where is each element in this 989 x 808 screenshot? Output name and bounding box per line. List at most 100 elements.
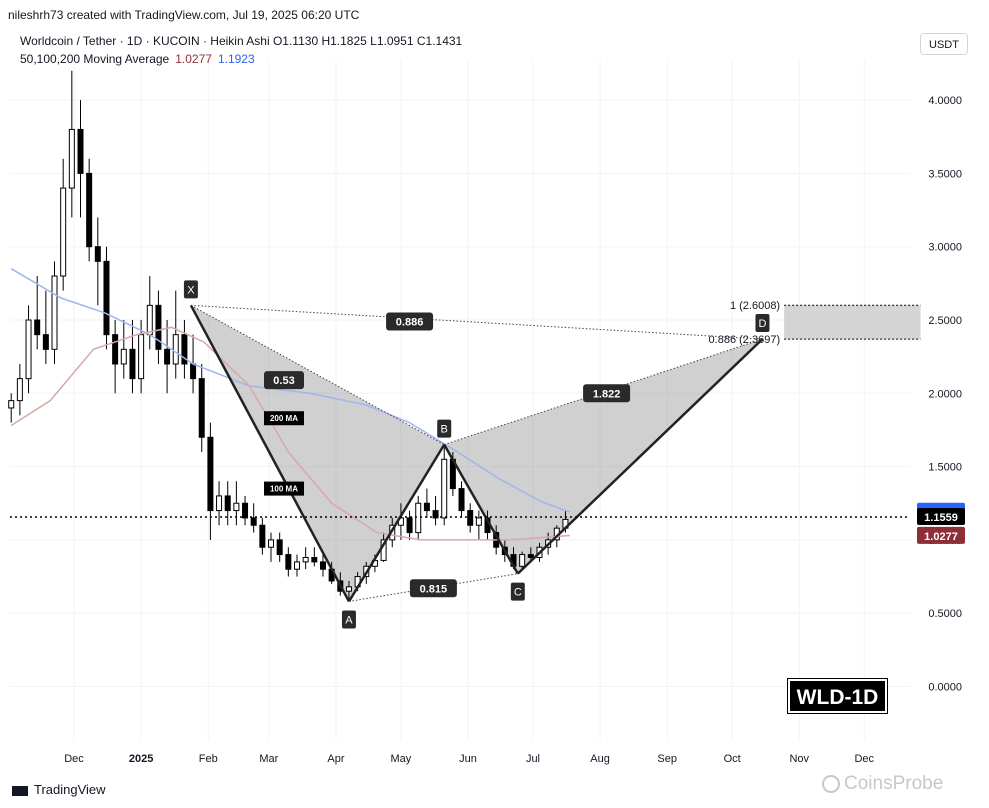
candle-body	[345, 586, 352, 592]
candle-body	[198, 378, 205, 438]
candle-body	[519, 554, 526, 567]
y-tick-label: 0.5000	[928, 608, 962, 620]
candle-body	[293, 561, 300, 570]
x-tick-label: Apr	[327, 753, 344, 765]
candle-body	[120, 348, 127, 365]
candle-body	[406, 517, 413, 534]
candle-body	[207, 436, 214, 512]
candle-body	[216, 495, 223, 512]
candle-body	[155, 304, 162, 350]
candle-body	[475, 517, 482, 526]
candle-body	[25, 319, 32, 380]
point-label-X: X	[187, 284, 195, 296]
author-line: nileshrh73 created with TradingView.com,…	[8, 8, 360, 22]
x-tick-label: Nov	[789, 753, 809, 765]
ma50-value: 1.0277	[175, 52, 212, 66]
ma-legend[interactable]: 50,100,200 Moving Average 1.0277 1.1923	[20, 52, 255, 66]
coinsprobe-logo-icon	[822, 774, 840, 793]
tradingview-logo[interactable]: TradingView	[12, 782, 106, 797]
candle-body	[112, 334, 119, 365]
point-label-bg	[755, 314, 770, 333]
candle-body	[259, 524, 266, 548]
point-label-bg	[341, 610, 356, 629]
candle-body	[86, 172, 93, 248]
x-tick-label: Dec	[854, 753, 874, 765]
harmonic-pattern-fill	[190, 304, 921, 602]
y-tick-label: 2.0000	[928, 388, 962, 400]
point-label-bg	[437, 419, 452, 438]
fib-zone	[784, 305, 921, 340]
point-label-A: A	[345, 614, 353, 626]
x-tick-label: Sep	[657, 753, 677, 765]
harmonic-pattern: 1 (2.6008) 0.886 (2.3697) X A B C D 0.53 0.886 0.…	[183, 280, 781, 629]
currency-button[interactable]: USDT	[920, 33, 968, 55]
candle-body	[8, 400, 15, 409]
ma-label-bg	[264, 411, 305, 426]
chart-grid	[10, 60, 910, 740]
x-tick-label: Jun	[459, 753, 477, 765]
candle-body	[146, 304, 153, 336]
pattern-dotted-line	[348, 573, 518, 602]
candle-body	[129, 348, 136, 380]
x-tick-label: Oct	[724, 753, 741, 765]
bcd-triangle	[444, 339, 763, 574]
candle-body	[34, 319, 41, 336]
x-tick-label: 2025	[129, 753, 153, 765]
x-tick-label: Mar	[259, 753, 278, 765]
y-tick-label: 1.5000	[928, 462, 962, 474]
ma-label: 200 MA	[270, 414, 298, 423]
candle-body	[68, 128, 75, 189]
candle-body	[250, 517, 257, 526]
ratio-label: 0.886	[396, 316, 424, 328]
ratio-label-bg	[409, 579, 457, 598]
candle-body	[138, 334, 145, 380]
pattern-dotted-line	[190, 304, 445, 446]
candle-body	[103, 260, 110, 336]
watermark-text: CoinsProbe	[844, 773, 944, 794]
candle-body	[423, 502, 430, 512]
fib-bottom-label: 0.886 (2.3697)	[709, 334, 781, 346]
candle-body	[164, 348, 171, 365]
candle-body	[224, 495, 231, 512]
candle-body	[415, 502, 422, 534]
y-tick-label: 2.5000	[928, 315, 962, 327]
ratio-label-bg	[386, 312, 434, 331]
candle-body	[42, 334, 49, 350]
y-tick-label: 0.0000	[928, 682, 962, 694]
candle-body	[302, 556, 309, 563]
point-label-bg	[183, 280, 198, 299]
current-price-tag-label: 1.1559	[924, 512, 958, 524]
x-tick-label: May	[391, 753, 412, 765]
candle-body	[94, 246, 101, 262]
x-tick-label: Feb	[199, 753, 218, 765]
ma100-line	[10, 268, 571, 513]
ma-label-bg	[264, 481, 305, 496]
pattern-leg	[189, 304, 351, 603]
pattern-leg	[443, 443, 519, 575]
x-tick-label: Aug	[590, 753, 610, 765]
ratio-label: 0.53	[273, 375, 294, 387]
y-tick-label: 3.5000	[928, 168, 962, 180]
chart-axes: 0.00000.50001.00001.50002.00002.50003.00…	[10, 95, 965, 765]
candle-body	[311, 556, 318, 563]
candle-body	[467, 510, 474, 526]
candle-body	[60, 187, 67, 277]
point-label-D: D	[758, 318, 766, 330]
pattern-leg	[516, 338, 764, 575]
candle-body	[276, 539, 283, 556]
y-tick-label: 4.0000	[928, 95, 962, 107]
ratio-label-bg	[264, 371, 305, 390]
candle-body	[268, 539, 275, 548]
candle-body	[458, 488, 465, 512]
ratio-label: 1.822	[593, 388, 621, 400]
symbol-legend[interactable]: Worldcoin / Tether · 1D · KUCOIN · Heiki…	[20, 34, 463, 48]
ma-label: 100 MA	[270, 485, 298, 494]
ratio-label-bg	[583, 384, 631, 403]
y-tick-label: 3.0000	[928, 242, 962, 254]
brand-name: TradingView	[34, 782, 106, 797]
candle-body	[172, 334, 179, 365]
candle-body	[319, 561, 326, 570]
candle-body	[285, 554, 292, 570]
candle-body	[77, 128, 84, 174]
